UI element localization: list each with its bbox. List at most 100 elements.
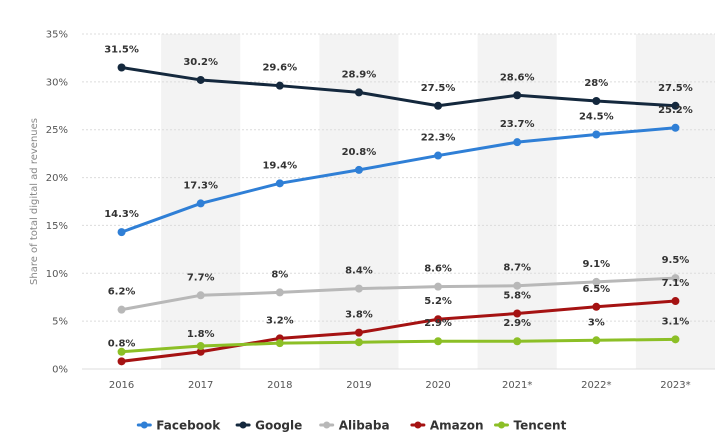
data-point (196, 199, 205, 208)
data-label: 28.6% (500, 72, 535, 83)
data-label: 27.5% (658, 83, 693, 94)
series-line (121, 126, 676, 234)
legend-marker (498, 421, 505, 429)
data-label: 30.2% (183, 57, 218, 68)
data-point (671, 274, 680, 283)
data-label: 20.8% (342, 147, 377, 158)
data-point (592, 97, 601, 105)
legend-item-amazon: Amazon (410, 419, 484, 433)
x-tick-label: 2019 (346, 380, 371, 391)
data-point (434, 315, 443, 324)
data-point (434, 282, 443, 291)
data-point (275, 179, 284, 188)
column-bands (161, 34, 715, 369)
data-label: 29.6% (262, 63, 297, 74)
data-point (592, 130, 601, 139)
legend-label: Alibaba (339, 419, 390, 433)
data-label: 0.8% (108, 338, 136, 349)
data-point (434, 151, 443, 160)
x-tick-label: 2021* (502, 380, 532, 391)
data-point (354, 88, 363, 97)
data-point (117, 305, 126, 314)
data-label: 24.5% (579, 112, 614, 123)
series-line (121, 337, 676, 354)
data-label: 28% (584, 78, 608, 89)
y-tick-label: 20% (46, 173, 68, 184)
series-line (121, 66, 676, 108)
y-tick-label: 35% (46, 30, 68, 41)
x-tick-label: 2020 (425, 380, 450, 391)
legend-item-facebook: Facebook (136, 419, 221, 433)
x-axis: 2016 2017 2018 2019 2020 2021* 2022* 2023* (109, 380, 691, 391)
data-point (354, 328, 363, 337)
data-label: 14.3% (104, 209, 139, 220)
data-point (513, 309, 522, 318)
data-label: 8.7% (503, 263, 531, 274)
x-tick-label: 2017 (188, 380, 213, 391)
data-point (592, 302, 601, 311)
data-point (671, 123, 680, 132)
data-point (354, 338, 363, 347)
data-point (196, 347, 205, 356)
data-label: 6.5% (582, 284, 610, 295)
x-tick-label: 2016 (109, 380, 134, 391)
legend-label: Tencent (514, 419, 567, 433)
data-point (196, 75, 205, 84)
data-point (275, 339, 284, 348)
data-label: 5.8% (503, 290, 531, 301)
series-tencent (117, 335, 680, 356)
data-point (354, 165, 363, 174)
legend-marker (239, 421, 247, 429)
legend-item-google: Google (235, 419, 302, 433)
data-point (196, 291, 205, 300)
data-label: 8.6% (424, 264, 452, 275)
data-label: 9.5% (662, 255, 690, 266)
data-label: 7.7% (187, 272, 215, 283)
data-point (671, 101, 680, 110)
data-point (434, 101, 443, 110)
data-point (513, 281, 522, 290)
data-point (513, 91, 522, 100)
data-point (592, 336, 601, 345)
data-label: 27.5% (421, 83, 456, 94)
x-tick-label: 2018 (267, 380, 292, 391)
data-label: 7.1% (662, 278, 690, 289)
legend-marker (414, 421, 422, 429)
series-google (117, 63, 680, 110)
data-labels: 14.3% 17.3% 19.4% 20.8% 22.3% 23.7% 24.5% 25.2%… (104, 45, 693, 350)
data-point (275, 81, 284, 90)
y-gridlines (82, 33, 715, 370)
data-label: 3.1% (662, 316, 690, 327)
data-label: 6.2% (108, 287, 136, 298)
data-point (117, 228, 126, 237)
series-amazon (117, 297, 680, 366)
data-point (671, 297, 680, 306)
x-tick-label: 2022* (581, 380, 611, 391)
data-label: 3.2% (266, 315, 294, 326)
data-label: 23.7% (500, 119, 535, 130)
data-point (275, 288, 284, 297)
data-label: 5.2% (424, 296, 452, 307)
data-point (117, 63, 126, 72)
data-label: 1.8% (187, 329, 215, 340)
data-label: 3.8% (345, 310, 373, 321)
data-label: 2.9% (424, 318, 452, 329)
data-point (354, 284, 363, 293)
legend-item-alibaba: Alibaba (319, 419, 390, 433)
data-point (117, 357, 126, 366)
data-label: 17.3% (183, 180, 218, 191)
data-label: 9.1% (582, 259, 610, 270)
data-label: 19.4% (262, 160, 297, 171)
legend-item-tencent: Tencent (494, 419, 567, 433)
data-label: 8% (271, 269, 288, 280)
y-tick-label: 10% (46, 269, 68, 280)
series-facebook (117, 123, 680, 237)
x-tick-label: 2023* (660, 380, 690, 391)
data-point (513, 337, 522, 346)
data-label: 3% (588, 317, 605, 328)
y-tick-label: 5% (52, 317, 68, 328)
series-alibaba (117, 274, 680, 314)
legend-label: Facebook (156, 419, 221, 433)
